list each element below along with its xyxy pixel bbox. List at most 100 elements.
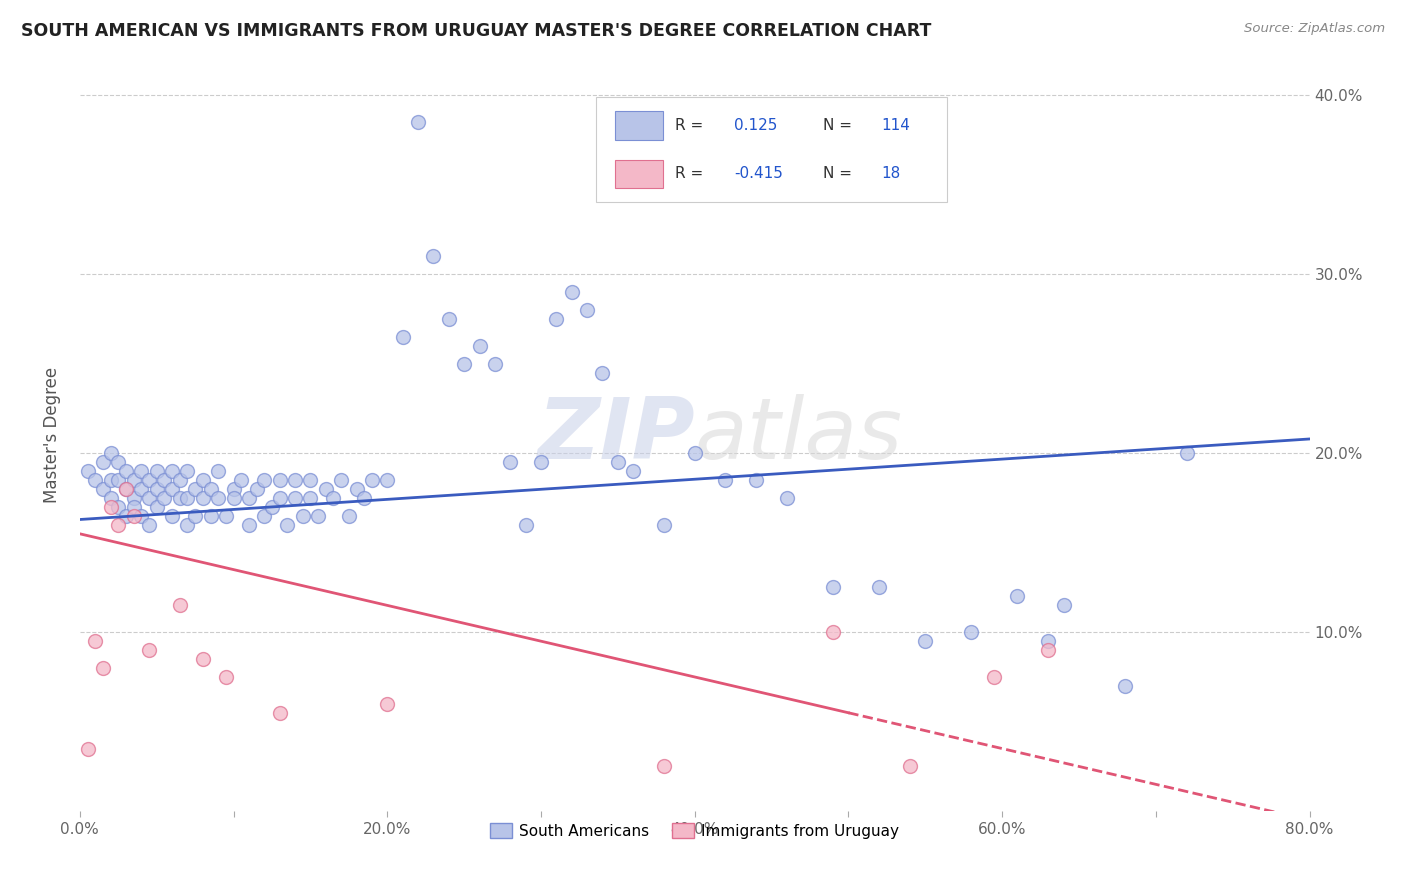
Point xyxy=(176,517,198,532)
Point xyxy=(898,759,921,773)
Point xyxy=(621,464,644,478)
Point xyxy=(107,473,129,487)
Point xyxy=(391,330,413,344)
Point xyxy=(100,491,122,505)
Point xyxy=(176,491,198,505)
Text: SOUTH AMERICAN VS IMMIGRANTS FROM URUGUAY MASTER'S DEGREE CORRELATION CHART: SOUTH AMERICAN VS IMMIGRANTS FROM URUGUA… xyxy=(21,22,931,40)
Point xyxy=(107,455,129,469)
Point xyxy=(191,491,214,505)
Point xyxy=(714,473,737,487)
Text: R =: R = xyxy=(675,167,709,181)
Point xyxy=(184,482,207,496)
Point xyxy=(1038,643,1060,657)
Point xyxy=(868,581,890,595)
Point xyxy=(346,482,368,496)
Point xyxy=(231,473,253,487)
Point xyxy=(1052,599,1074,613)
Point xyxy=(253,508,276,523)
Text: ZIP: ZIP xyxy=(537,394,695,477)
Point xyxy=(76,464,98,478)
Point xyxy=(606,455,628,469)
Point xyxy=(91,482,114,496)
Point xyxy=(361,473,384,487)
Point xyxy=(375,473,398,487)
Point xyxy=(153,473,176,487)
Y-axis label: Master's Degree: Master's Degree xyxy=(44,368,60,503)
Point xyxy=(353,491,375,505)
Point xyxy=(1114,679,1136,693)
Legend: South Americans, Immigrants from Uruguay: South Americans, Immigrants from Uruguay xyxy=(484,817,905,845)
Point xyxy=(238,491,260,505)
Text: 18: 18 xyxy=(882,167,901,181)
Point xyxy=(91,661,114,675)
Point xyxy=(169,473,191,487)
Point xyxy=(76,741,98,756)
Point xyxy=(84,634,107,648)
Point xyxy=(238,517,260,532)
Point xyxy=(145,464,167,478)
Point xyxy=(260,500,283,514)
Point xyxy=(200,508,222,523)
Point xyxy=(138,517,160,532)
Point xyxy=(337,508,360,523)
Point xyxy=(122,473,145,487)
Point xyxy=(821,581,844,595)
Text: Source: ZipAtlas.com: Source: ZipAtlas.com xyxy=(1244,22,1385,36)
Point xyxy=(591,366,613,380)
Point xyxy=(299,473,322,487)
Point xyxy=(222,491,245,505)
Point xyxy=(269,491,291,505)
Point xyxy=(191,473,214,487)
Point xyxy=(131,508,153,523)
Point xyxy=(322,491,344,505)
Point xyxy=(122,508,145,523)
Point xyxy=(269,706,291,720)
Point xyxy=(375,697,398,711)
Point xyxy=(100,473,122,487)
Point xyxy=(115,482,138,496)
Point xyxy=(745,473,768,487)
Point xyxy=(330,473,353,487)
Point xyxy=(1175,446,1198,460)
Point xyxy=(776,491,799,505)
Point xyxy=(960,625,983,640)
Point xyxy=(215,508,238,523)
Point xyxy=(169,491,191,505)
Point xyxy=(276,517,298,532)
Point xyxy=(652,759,675,773)
Point xyxy=(530,455,553,469)
Point xyxy=(307,508,329,523)
FancyBboxPatch shape xyxy=(614,112,662,140)
Point xyxy=(468,339,491,353)
Point xyxy=(191,652,214,666)
Point xyxy=(453,357,475,371)
Point xyxy=(131,464,153,478)
Text: 114: 114 xyxy=(882,118,911,133)
Point xyxy=(299,491,322,505)
Point xyxy=(422,249,444,263)
Point xyxy=(253,473,276,487)
FancyBboxPatch shape xyxy=(596,97,946,202)
Text: N =: N = xyxy=(823,118,856,133)
FancyBboxPatch shape xyxy=(614,160,662,188)
Point xyxy=(138,643,160,657)
Point xyxy=(576,303,599,318)
Point xyxy=(269,473,291,487)
Point xyxy=(821,625,844,640)
Text: R =: R = xyxy=(675,118,709,133)
Point xyxy=(499,455,522,469)
Point xyxy=(215,670,238,684)
Point xyxy=(515,517,537,532)
Point xyxy=(115,464,138,478)
Point xyxy=(160,482,183,496)
Point xyxy=(200,482,222,496)
Point xyxy=(131,482,153,496)
Point xyxy=(160,508,183,523)
Point xyxy=(115,508,138,523)
Point xyxy=(291,508,314,523)
Point xyxy=(406,115,429,129)
Point xyxy=(983,670,1005,684)
Point xyxy=(138,473,160,487)
Point xyxy=(222,482,245,496)
Point xyxy=(122,491,145,505)
